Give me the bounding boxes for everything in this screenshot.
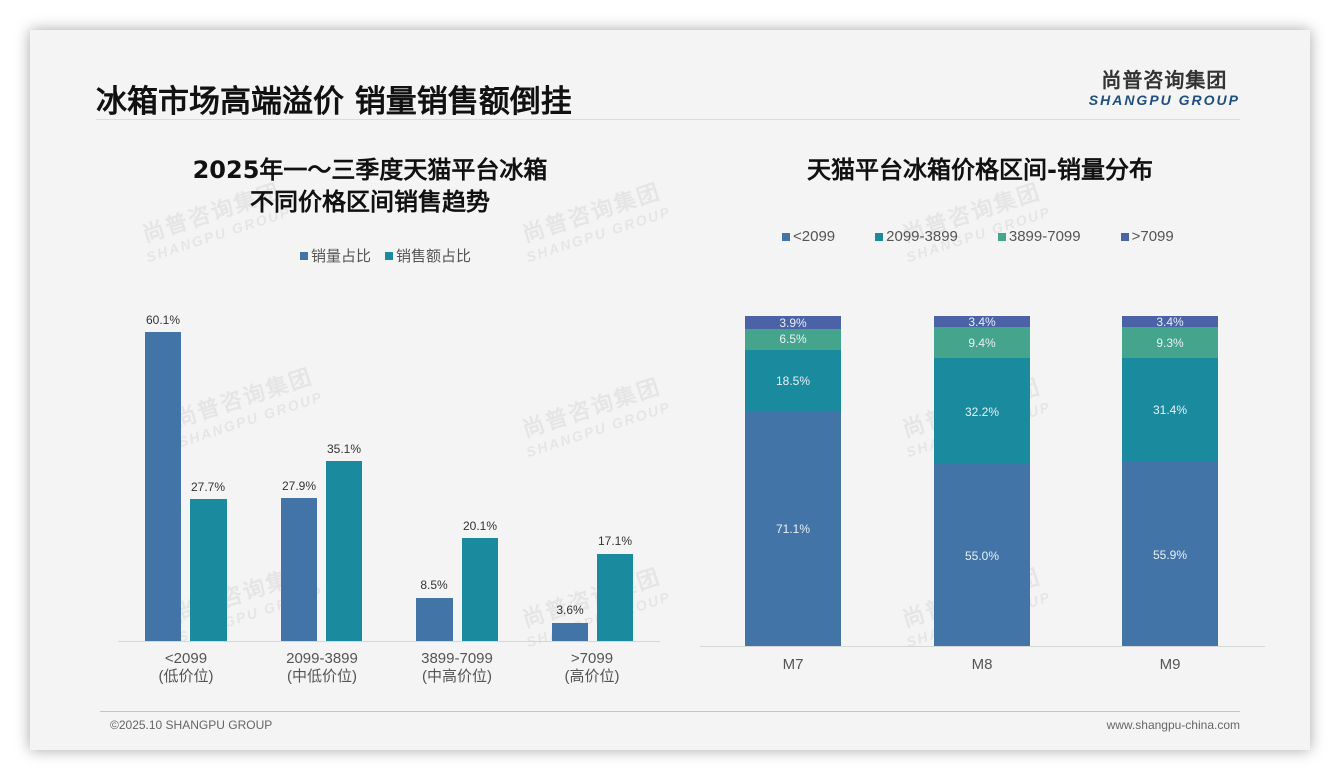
x-axis-range: >7099: [570, 650, 614, 667]
x-axis-tier: (高价位): [564, 668, 620, 685]
segment-label: 71.1%: [775, 522, 811, 536]
legend-label: 2099-3899: [886, 228, 958, 245]
segment-label: 18.5%: [775, 374, 811, 388]
x-axis-label: <2099 (低价位): [126, 650, 246, 686]
legend-item-lt2099: <2099: [782, 228, 835, 245]
legend-item-2099-3899: 2099-3899: [875, 228, 958, 245]
bar-volume-lt2099: [145, 332, 181, 641]
segment-label: 3.4%: [1156, 315, 1184, 329]
value-label: 17.1%: [597, 534, 633, 548]
right-chart-x-axis: [700, 646, 1265, 647]
bar-sales-lt2099: [190, 499, 227, 641]
bar-volume-3899-7099: [416, 598, 453, 641]
segment-lt2099: 55.9%: [1122, 462, 1218, 646]
segment-label: 6.5%: [779, 332, 807, 346]
segment-gt7099: 3.4%: [934, 315, 1030, 329]
legend-label: <2099: [793, 228, 836, 245]
segment-3899-7099: 9.4%: [934, 327, 1030, 358]
legend-swatch-icon: [300, 251, 308, 260]
bar-volume-2099-3899: [281, 498, 317, 641]
footer-copyright: ©2025.10 SHANGPU GROUP: [110, 718, 273, 732]
legend-label: 销量占比: [311, 248, 372, 265]
segment-label: 31.4%: [1152, 403, 1188, 417]
company-logo: 尚普咨询集团 SHANGPU GROUP: [1089, 64, 1240, 108]
segment-2099-3899: 18.5%: [745, 350, 841, 412]
value-label: 3.6%: [556, 603, 584, 617]
legend-swatch-icon: [1120, 232, 1129, 241]
left-chart-title-line2: 不同价格区间销售趋势: [250, 188, 490, 216]
stacked-bar-m7: 3.9% 6.5% 18.5% 71.1%: [745, 316, 841, 646]
x-axis-range: <2099: [164, 650, 208, 667]
segment-gt7099: 3.9%: [745, 316, 841, 330]
x-axis-label: M7: [782, 656, 804, 673]
x-axis-label: M9: [1159, 656, 1181, 673]
value-label: 60.1%: [145, 313, 181, 327]
x-axis-range: 2099-3899: [286, 650, 358, 667]
segment-lt2099: 71.1%: [745, 412, 841, 646]
x-axis-range: 3899-7099: [421, 650, 493, 667]
segment-label: 3.9%: [779, 316, 807, 330]
x-axis-tier: (中高价位): [422, 668, 492, 685]
left-chart-legend: 销量占比 销售额占比: [300, 245, 471, 266]
segment-label: 9.4%: [968, 336, 996, 350]
value-label: 27.9%: [281, 479, 317, 493]
logo-cn: 尚普咨询集团: [1101, 68, 1228, 92]
right-chart-legend: <2099 2099-3899 3899-7099 >7099: [782, 228, 1174, 245]
segment-label: 9.3%: [1156, 336, 1184, 350]
stacked-bar-m8: 3.4% 9.4% 32.2% 55.0%: [934, 315, 1030, 646]
page-title: 冰箱市场高端溢价 销量销售额倒挂: [96, 84, 572, 120]
bar-sales-2099-3899: [326, 461, 362, 641]
footer-website[interactable]: www.shangpu-china.com: [1106, 718, 1240, 732]
legend-item-volume: 销量占比: [300, 245, 371, 266]
left-chart-title: 2025年一～三季度天猫平台冰箱 不同价格区间销售趋势: [120, 154, 620, 218]
title-divider: [96, 119, 1240, 120]
bar-sales-3899-7099: [462, 538, 498, 641]
segment-2099-3899: 31.4%: [1122, 358, 1218, 462]
segment-3899-7099: 9.3%: [1122, 327, 1218, 358]
legend-item-gt7099: >7099: [1120, 228, 1174, 245]
value-label: 8.5%: [420, 578, 448, 592]
legend-swatch-icon: [385, 251, 394, 260]
legend-swatch-icon: [782, 232, 790, 241]
x-axis-label: M8: [971, 656, 993, 673]
legend-swatch-icon: [875, 232, 884, 241]
bar-sales-gt7099: [597, 554, 633, 641]
right-chart-title: 天猫平台冰箱价格区间-销量分布: [807, 156, 1153, 184]
segment-label: 32.2%: [964, 405, 1000, 419]
segment-3899-7099: 6.5%: [745, 329, 841, 350]
stacked-bar-m9: 3.4% 9.3% 31.4% 55.9%: [1122, 315, 1218, 646]
segment-2099-3899: 32.2%: [934, 358, 1030, 464]
footer-divider: [100, 711, 1240, 712]
legend-label: 3899-7099: [1008, 228, 1081, 245]
slide: 尚普咨询集团 SHANGPU GROUP 尚普咨询集团 SHANGPU GROUP …: [30, 30, 1310, 750]
legend-label: >7099: [1131, 228, 1174, 245]
legend-item-3899-7099: 3899-7099: [997, 228, 1081, 245]
bar-volume-gt7099: [552, 623, 588, 641]
segment-label: 55.9%: [1152, 548, 1188, 562]
value-label: 20.1%: [462, 519, 498, 533]
segment-gt7099: 3.4%: [1122, 315, 1218, 329]
segment-lt2099: 55.0%: [934, 464, 1030, 646]
legend-item-sales: 销售额占比: [385, 245, 471, 266]
x-axis-label: >7099 (高价位): [532, 650, 652, 686]
segment-label: 3.4%: [968, 315, 996, 329]
value-label: 27.7%: [190, 480, 226, 494]
segment-label: 55.0%: [964, 549, 1000, 563]
legend-label: 销售额占比: [396, 248, 472, 265]
x-axis-tier: (中低价位): [287, 668, 357, 685]
left-chart-x-axis: [118, 641, 660, 642]
x-axis-label: 2099-3899 (中低价位): [262, 650, 382, 686]
legend-swatch-icon: [997, 232, 1006, 241]
value-label: 35.1%: [326, 442, 362, 456]
logo-en: SHANGPU GROUP: [1088, 92, 1240, 108]
x-axis-tier: (低价位): [158, 668, 214, 685]
x-axis-label: 3899-7099 (中高价位): [397, 650, 517, 686]
left-chart-title-line1: 2025年一～三季度天猫平台冰箱: [192, 156, 548, 184]
